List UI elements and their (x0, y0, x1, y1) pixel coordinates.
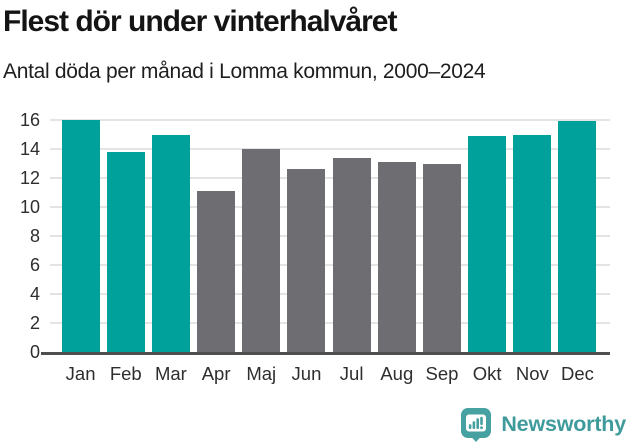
gridline-6 (50, 264, 610, 266)
gridline-12 (50, 177, 610, 179)
gridline-8 (50, 235, 610, 237)
bar-feb (106, 151, 145, 352)
x-tick-label-nov: Nov (515, 363, 549, 384)
bar-slot-apr (194, 120, 239, 352)
bar-chart: 0 2 4 6 8 10 12 14 16 Jan Feb Mar Apr Maj Jun Jul Aug Se… (0, 110, 631, 385)
x-tick-label-okt: Okt (472, 363, 502, 384)
bar-jun (287, 169, 326, 352)
bar-maj (242, 149, 281, 352)
y-tick-label-6: 6 (29, 255, 40, 275)
x-tick-label-sep: Sep (425, 363, 459, 384)
gridline-10 (50, 206, 610, 208)
bar-slot-dec (555, 120, 600, 352)
bar-slot-jun (284, 120, 329, 352)
x-tick-label-jul: Jul (339, 363, 364, 384)
bar-mar (151, 134, 190, 352)
y-tick-label-16: 16 (19, 110, 40, 130)
bar-jul (332, 157, 371, 352)
y-tick-label-10: 10 (19, 197, 40, 217)
gridline-2 (50, 322, 610, 324)
y-tick-label-0: 0 (29, 342, 40, 362)
x-tick-label-dec: Dec (561, 363, 594, 384)
x-tick-label-feb: Feb (109, 363, 142, 384)
gridline-16 (50, 119, 610, 121)
bar-slot-nov (510, 120, 555, 352)
bar-okt (468, 135, 507, 352)
gridline-4 (50, 293, 610, 295)
bar-aug (377, 162, 416, 352)
y-tick-label-4: 4 (29, 284, 40, 304)
bar-dec (558, 121, 597, 352)
newsworthy-logo-icon (461, 408, 492, 442)
chart-title: Flest dör under vinterhalvåret (3, 5, 397, 38)
bar-slot-jan (58, 120, 103, 352)
y-tick-label-12: 12 (19, 168, 40, 188)
y-tick-label-2: 2 (29, 313, 40, 333)
y-tick-label-14: 14 (19, 139, 40, 159)
bar-slot-mar (148, 120, 193, 352)
bar-apr (197, 191, 236, 352)
y-tick-label-8: 8 (29, 226, 40, 246)
chart-subtitle: Antal döda per månad i Lomma kommun, 200… (3, 60, 486, 83)
x-tick-label-mar: Mar (154, 363, 187, 384)
x-tick-label-apr: Apr (201, 363, 231, 384)
bar-jan (61, 120, 100, 352)
x-tick-label-aug: Aug (380, 363, 414, 384)
y-axis: 0 2 4 6 8 10 12 14 16 (0, 110, 50, 362)
plot-area (41, 119, 610, 355)
x-tick-label-maj: Maj (246, 363, 277, 384)
bar-slot-okt (465, 120, 510, 352)
x-tick-label-jun: Jun (291, 363, 322, 384)
x-tick-label-jan: Jan (65, 363, 96, 384)
chart-card: Flest dör under vinterhalvåret Antal död… (0, 5, 631, 444)
bar-slot-sep (419, 120, 464, 352)
bar-slot-maj (239, 120, 284, 352)
newsworthy-link[interactable]: Newsworthy (460, 407, 626, 442)
bar-slot-jul (329, 120, 374, 352)
bar-sep (422, 163, 461, 352)
bar-nov (513, 134, 552, 352)
brand-name: Newsworthy (501, 412, 626, 436)
x-axis: Jan Feb Mar Apr Maj Jun Jul Aug Sep Okt Nov Dec (50, 363, 610, 385)
gridline-14 (50, 148, 610, 150)
bars-group (50, 120, 610, 352)
bar-slot-aug (374, 120, 419, 352)
bar-slot-feb (103, 120, 148, 352)
